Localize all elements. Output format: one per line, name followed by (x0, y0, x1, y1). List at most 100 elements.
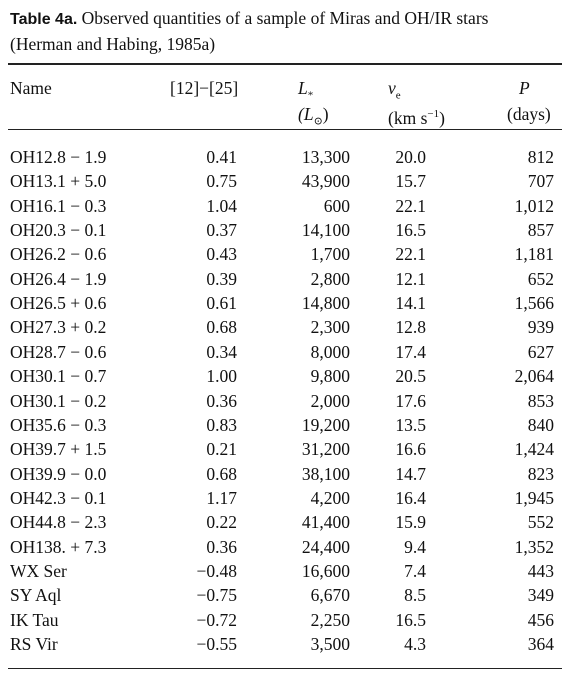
row-name: OH27.3 + 0.2 (10, 317, 107, 338)
unit-text: (L (298, 104, 314, 124)
table-cell: 15.7 (395, 171, 426, 192)
table-cell: 2,000 (310, 390, 350, 411)
table-cell: 939 (527, 317, 554, 338)
table-cell: −0.55 (196, 634, 238, 654)
table-cell: 38,100 (301, 463, 350, 484)
table-cell: 2,250 (310, 609, 350, 630)
table-cell: 1,424 (514, 439, 554, 460)
header-subscript: e (395, 89, 401, 102)
table-cell: 20.0 (395, 147, 426, 167)
table-cell: 2,064 (514, 366, 554, 387)
caption-text: Observed quantities of a sample of Miras… (10, 8, 489, 54)
table-cell: 0.36 (206, 536, 237, 557)
table-cell: 627 (527, 341, 554, 362)
unit-text: (km s (388, 107, 428, 128)
row-name: WX Ser (10, 560, 67, 581)
header-name: Name (10, 78, 52, 98)
table-cell: 1.00 (206, 366, 237, 387)
unit-text: (days) (507, 104, 551, 124)
table-cell: 2,300 (310, 317, 350, 338)
row-name: OH28.7 − 0.6 (10, 341, 107, 362)
table-cell: 1,352 (514, 536, 554, 557)
row-name: RS Vir (10, 634, 58, 654)
table-cell: 14.1 (395, 293, 426, 314)
header-rule (8, 129, 562, 130)
table-cell: −0.48 (196, 560, 238, 581)
table-cell: 16.5 (395, 609, 426, 630)
table-cell: 9.4 (404, 536, 426, 557)
row-name: OH20.3 − 0.1 (10, 220, 107, 241)
table-cell: 1.04 (206, 195, 237, 216)
table-cell: 0.43 (206, 244, 237, 265)
table-cell: 1,566 (514, 293, 554, 314)
table-cell: 0.34 (206, 341, 237, 362)
table-cell: 8.5 (404, 585, 426, 606)
row-name: IK Tau (10, 609, 59, 630)
row-name: OH26.4 − 1.9 (10, 268, 107, 289)
table-cell: 9,800 (310, 366, 350, 387)
table-cell: 41,400 (301, 512, 350, 533)
column-unit: (km s−1) (388, 104, 445, 128)
unit-superscript: −1 (427, 108, 440, 120)
table-cell: 20.5 (395, 366, 426, 387)
table-cell: 1,945 (514, 487, 554, 508)
table-cell: 0.68 (206, 463, 237, 484)
column-header: P (519, 78, 530, 98)
table-cell: 1.17 (206, 487, 237, 508)
table-cell: 0.36 (206, 390, 237, 411)
row-name: OH12.8 − 1.9 (10, 147, 107, 167)
table-cell: 0.83 (206, 414, 237, 435)
table-cell: 364 (527, 634, 554, 654)
column-header: Name (10, 78, 52, 98)
table-cell: 7.4 (404, 560, 426, 581)
table-cell: 600 (323, 195, 350, 216)
table-cell: 456 (527, 609, 554, 630)
table-cell: 0.61 (206, 293, 237, 314)
table-cell: 16.6 (395, 439, 426, 460)
table-cell: 823 (527, 463, 554, 484)
table-cell: 0.75 (206, 171, 237, 192)
header-name: [12]−[25] (170, 78, 239, 98)
row-name: OH13.1 + 5.0 (10, 171, 107, 192)
row-name: OH26.5 + 0.6 (10, 293, 107, 314)
table-cell: 14,800 (301, 293, 350, 314)
table-caption: Table 4a. Observed quantities of a sampl… (10, 6, 555, 56)
row-name: OH44.8 − 2.3 (10, 512, 107, 533)
header-name: L (298, 78, 308, 98)
table-cell: 0.41 (206, 147, 237, 167)
table-cell: 2,800 (310, 268, 350, 289)
table-cell: 0.37 (206, 220, 237, 241)
row-name: OH39.9 − 0.0 (10, 463, 107, 484)
table-cell: 17.6 (395, 390, 426, 411)
column-unit: (L⊙) (298, 104, 329, 132)
table-cell: 6,670 (310, 585, 350, 606)
table-cell: 17.4 (395, 341, 426, 362)
table-cell: 13.5 (395, 414, 426, 435)
table-cell: 12.1 (395, 268, 426, 289)
row-name: OH26.2 − 0.6 (10, 244, 107, 265)
table-cell: 15.9 (395, 512, 426, 533)
table-cell: 812 (527, 147, 554, 167)
table-cell: 19,200 (301, 414, 350, 435)
table-cell: 853 (527, 390, 554, 411)
bottom-rule (8, 668, 562, 669)
column-header: ve (388, 78, 401, 106)
row-name: OH16.1 − 0.3 (10, 195, 107, 216)
table-cell: 840 (527, 414, 554, 435)
row-name: OH30.1 − 0.7 (10, 366, 107, 387)
table-cell: 31,200 (301, 439, 350, 460)
top-rule (8, 63, 562, 65)
table-cell: 16.5 (395, 220, 426, 241)
row-name: OH42.3 − 0.1 (10, 487, 107, 508)
unit-text: ) (439, 107, 445, 128)
table-cell: 4.3 (404, 634, 426, 654)
table-cell: 1,012 (514, 195, 554, 216)
table-cell: 8,000 (310, 341, 350, 362)
column-unit: (days) (507, 104, 551, 124)
row-name: OH138. + 7.3 (10, 536, 107, 557)
header-name: v (388, 78, 396, 98)
unit-subscript: ⊙ (313, 115, 323, 128)
table-cell: 0.68 (206, 317, 237, 338)
table-cell: 552 (527, 512, 554, 533)
